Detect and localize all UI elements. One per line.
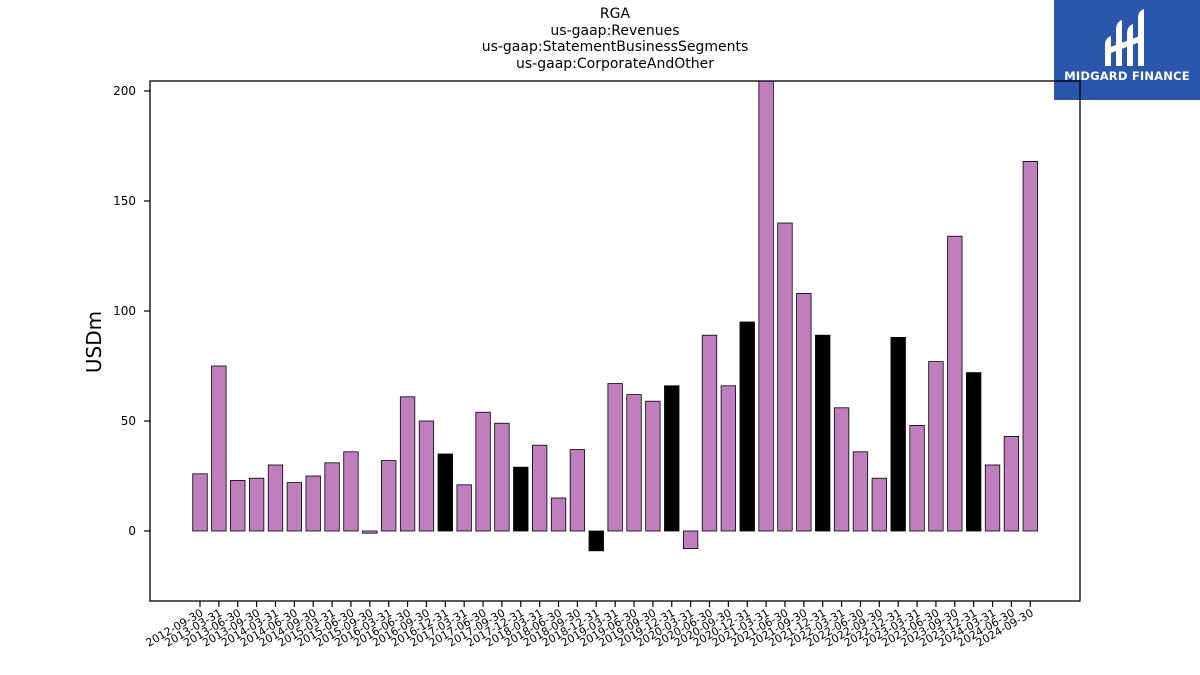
- bar-2017-12-31: [513, 466, 529, 532]
- bar-2020-03-31: [682, 530, 699, 550]
- chart-title: RGA us-gaap:Revenues us-gaap:StatementBu…: [150, 6, 1080, 72]
- bar-2019-06-30: [626, 394, 642, 532]
- bar-2020-12-31: [739, 321, 755, 532]
- midgard-finance-logo: MIDGARD FINANCE: [1054, 0, 1200, 100]
- title-line-company: RGA: [599, 6, 631, 22]
- bars-group: [192, 80, 1038, 552]
- bar-2021-09-30: [796, 292, 812, 532]
- bar-2024-06-30: [1003, 435, 1020, 532]
- y-axis: 0 50 100 150 200: [113, 84, 150, 538]
- title-line-concept: us-gaap:Revenues: [550, 22, 680, 39]
- bar-2024-09-30: [1022, 160, 1038, 532]
- bar-2019-12-31: [664, 385, 680, 532]
- bar-2012-09-30: [192, 473, 208, 532]
- y-tick-label: 150: [113, 194, 136, 208]
- bar-2019-09-30: [645, 400, 661, 532]
- bar-2013-06-30: [230, 479, 246, 532]
- bar-2021-03-31: [758, 80, 774, 532]
- bar-2015-06-30: [343, 451, 359, 532]
- bar-2017-03-31: [456, 484, 472, 532]
- bar-2016-12-31: [437, 453, 453, 532]
- bar-2021-12-31: [815, 334, 831, 532]
- bar-2020-06-30: [701, 334, 718, 532]
- y-axis-label: USDm: [82, 311, 106, 373]
- bar-2022-12-31: [890, 336, 906, 532]
- bar-2018-09-30: [569, 449, 586, 532]
- y-tick-label: 0: [128, 524, 136, 538]
- bar-2013-09-30: [248, 477, 265, 532]
- bar-2023-09-30: [947, 235, 963, 532]
- bar-2022-06-30: [852, 451, 869, 532]
- bar-2021-06-30: [777, 222, 793, 532]
- title-line-axis: us-gaap:StatementBusinessSegments: [481, 39, 749, 55]
- bar-2024-03-31: [984, 464, 1001, 532]
- title-line-member: us-gaap:CorporateAndOther: [516, 55, 714, 72]
- y-tick-label: 50: [121, 414, 136, 428]
- bar-2014-06-30: [286, 482, 303, 532]
- bar-2017-06-30: [475, 411, 491, 532]
- bar-2013-03-31: [211, 365, 227, 532]
- bar-2016-06-30: [399, 396, 416, 532]
- bar-2017-09-30: [494, 422, 510, 532]
- bar-2018-12-31: [588, 530, 604, 552]
- bar-2023-06-30: [928, 361, 944, 532]
- bar-2015-09-30: [362, 530, 378, 534]
- y-tick-label: 200: [113, 84, 136, 98]
- y-tick-label: 100: [113, 304, 136, 318]
- bar-2022-09-30: [871, 477, 887, 532]
- bar-2014-03-31: [267, 464, 284, 532]
- bar-2023-12-31: [966, 372, 982, 532]
- bar-2023-03-31: [909, 424, 925, 532]
- bar-2020-09-30: [720, 385, 737, 532]
- bar-2016-09-30: [418, 420, 435, 532]
- bar-2018-06-30: [550, 497, 567, 532]
- midgard-logo-icon: [1105, 9, 1144, 66]
- bar-2015-03-31: [324, 462, 340, 532]
- bar-2016-03-31: [381, 460, 397, 532]
- bar-2014-09-30: [305, 475, 321, 532]
- x-axis: 2012-09-302013-03-312013-06-302013-09-30…: [144, 601, 1036, 650]
- bar-2022-03-31: [833, 407, 850, 532]
- bar-2018-03-31: [532, 444, 548, 532]
- bar-2019-03-31: [607, 383, 623, 532]
- logo-text: MIDGARD FINANCE: [1064, 69, 1190, 83]
